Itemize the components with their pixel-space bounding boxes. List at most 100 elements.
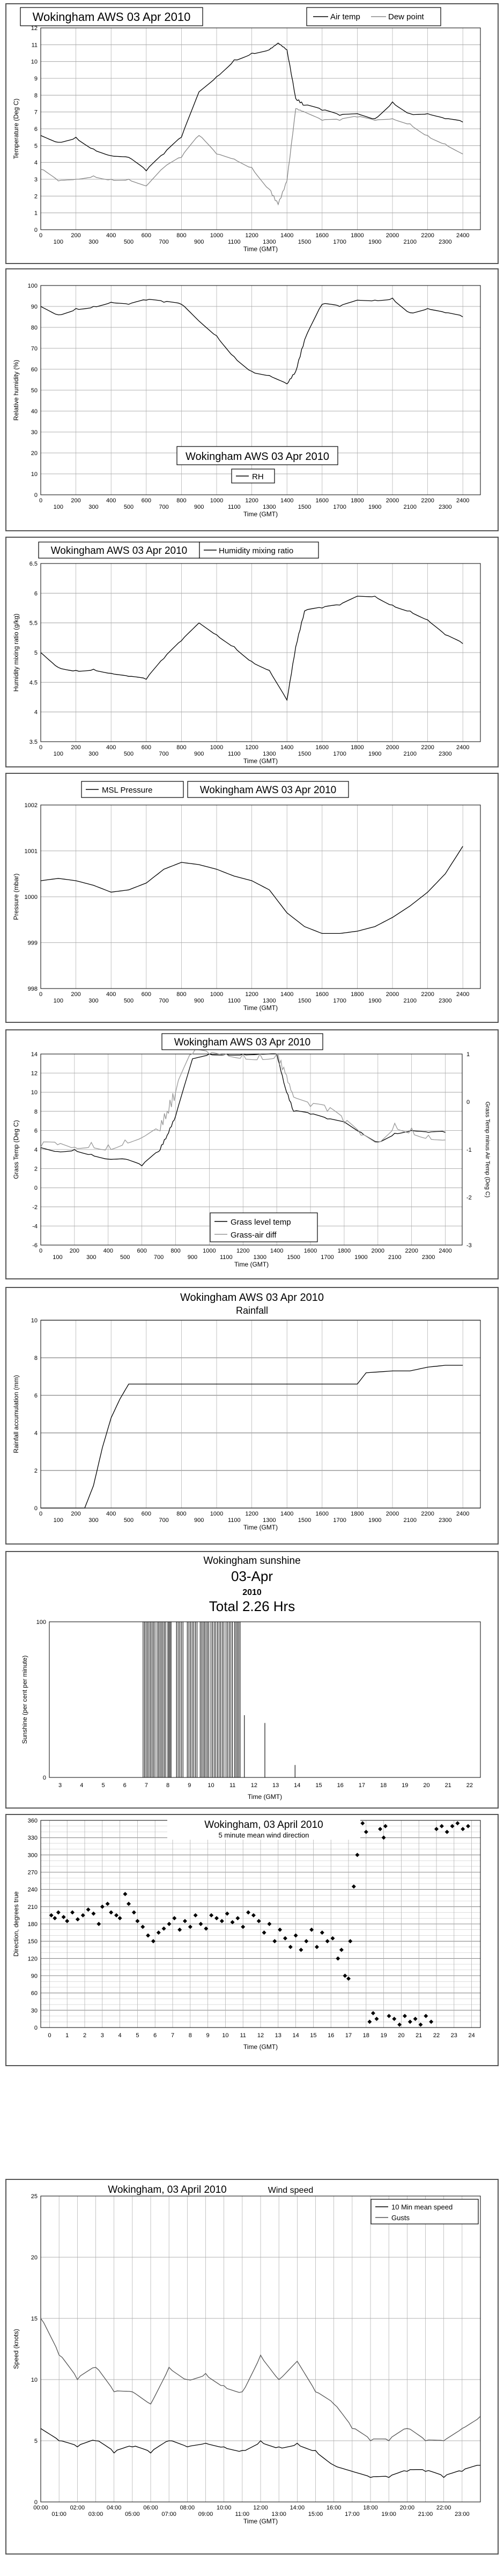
x-tick-label: 19 <box>380 2032 387 2039</box>
sunshine-chart-panel: 0 100 3 4 5 6 7 8 9 10 11 12 13 14 15 16 17 18 19 20 21 22 Tim… <box>5 1551 499 1809</box>
wind-direction-point <box>413 2016 418 2021</box>
x-tick-label: 300 <box>88 504 98 510</box>
x-tick-label: 1600 <box>316 991 329 998</box>
y-axis-label: Sunshine (per cent per minute) <box>21 1656 28 1744</box>
x-tick-label: 13 <box>272 1782 279 1789</box>
wind-direction-point <box>351 1884 356 1889</box>
x-tick-label: 700 <box>159 1517 168 1524</box>
x-tick-label: 20:00 <box>400 2505 415 2511</box>
wind-direction-point <box>360 1821 365 1826</box>
x-tick-label: 200 <box>71 232 80 239</box>
y-right-tick-label: 0 <box>466 1099 470 1106</box>
wind-direction-point <box>219 1919 224 1923</box>
x-axis-label: Time (GMT) <box>243 245 278 253</box>
wind-direction-point <box>283 1936 287 1941</box>
x-tick-label: 800 <box>176 744 186 751</box>
x-tick-label: 1200 <box>245 744 258 751</box>
x-tick-label: 1100 <box>220 1254 233 1261</box>
y-tick-label: 360 <box>28 1818 38 1824</box>
x-tick-label: 2000 <box>372 1248 384 1254</box>
x-tick-label: 1500 <box>298 998 311 1004</box>
wind-direction-point <box>65 1919 70 1923</box>
x-tick-label: 9 <box>188 1782 191 1789</box>
pressure-chart: 998 999 1000 1001 1002 0 200 400 600 800 1000 1200 1… <box>12 781 481 1012</box>
x-tick-label: 2300 <box>439 504 451 510</box>
x-tick-label: 5 <box>101 1782 105 1789</box>
x-tick-label: 1700 <box>333 504 346 510</box>
x-tick-label: 1000 <box>210 991 223 998</box>
chart-title: Wokingham, 03 April 2010 <box>204 1819 323 1831</box>
wind-direction-point <box>151 1939 155 1944</box>
x-tick-label: 1000 <box>210 744 223 751</box>
wind-direction-point <box>123 1892 128 1897</box>
x-tick-label: 1000 <box>210 1511 223 1517</box>
x-tick-label: 5 <box>136 2032 139 2039</box>
wind-direction-point <box>262 1930 266 1935</box>
x-tick-label: 1300 <box>263 504 276 510</box>
y-tick-label: 100 <box>36 1619 46 1626</box>
humidity-chart-panel: 0 10 20 30 40 50 60 70 80 90 100 0 200 400 600 800 1000 1… <box>5 268 499 531</box>
wind-direction-point <box>177 1927 182 1932</box>
wind-direction-point <box>330 1936 335 1941</box>
wind-direction-point <box>53 1916 57 1921</box>
chart-subtitle: Rainfall <box>236 1305 268 1316</box>
x-tick-label: 200 <box>70 1248 79 1254</box>
x-tick-label: 2400 <box>456 744 469 751</box>
y-axis-label: Relative humidity (%) <box>12 360 20 420</box>
x-tick-label: 1900 <box>368 751 381 757</box>
y-tick-label: 90 <box>31 1973 38 1980</box>
x-tick-label: 1900 <box>368 504 381 510</box>
x-tick-label: 1900 <box>368 998 381 1004</box>
x-tick-label: 2200 <box>405 1248 418 1254</box>
x-tick-label: 01:00 <box>51 2511 66 2518</box>
x-tick-label: 600 <box>142 744 151 751</box>
y-tick-label: 9 <box>34 76 38 82</box>
y-axis-label: Temperature (Deg C) <box>12 99 20 159</box>
y-tick-label: 1000 <box>25 894 38 901</box>
legend-label-rh: RH <box>252 472 264 481</box>
x-tick-label: 2000 <box>386 744 399 751</box>
wind-direction-point <box>100 1904 105 1909</box>
x-tick-label: 1400 <box>280 1511 293 1517</box>
wind-direction-point <box>444 1829 449 1834</box>
x-tick-label: 1700 <box>333 1517 346 1524</box>
x-tick-label: 600 <box>142 991 151 998</box>
x-tick-label: 6 <box>153 2032 157 2039</box>
x-tick-label: 1400 <box>280 232 293 239</box>
series-line-air-temp <box>40 42 463 172</box>
x-tick-label: 15 <box>315 1782 322 1789</box>
wind-direction-point <box>309 1927 314 1932</box>
wind-direction-point <box>56 1910 61 1915</box>
wind-direction-point <box>140 1924 145 1929</box>
x-axis-label: Time (GMT) <box>243 1524 278 1531</box>
y-tick-label: 10 <box>31 59 38 65</box>
temperature-chart-panel: 0 1 2 3 4 5 6 7 8 9 10 11 12 0 200 400 600 800 1000 1200 140… <box>5 3 499 264</box>
y-right-tick-label: 1 <box>466 1051 470 1058</box>
x-tick-label: 16 <box>337 1782 344 1789</box>
chart-title-box <box>38 541 200 559</box>
wind-direction-point <box>381 1835 386 1840</box>
y-tick-label: 8 <box>34 92 38 99</box>
x-tick-label: 1500 <box>298 239 311 245</box>
y-tick-label: 8 <box>34 1109 38 1115</box>
legend-label-grass-air-diff: Grass-air diff <box>231 1231 277 1240</box>
y-tick-label: 210 <box>28 1904 38 1911</box>
x-tick-label: 1500 <box>287 1254 300 1261</box>
x-tick-label: 08:00 <box>180 2505 195 2511</box>
x-tick-label: 500 <box>124 1517 134 1524</box>
wind-direction-point <box>378 1827 383 1832</box>
wind-direction-point <box>407 2019 412 2024</box>
x-tick-label: 10:00 <box>217 2505 232 2511</box>
legend-box <box>210 1212 318 1242</box>
x-tick-label: 00:00 <box>33 2505 48 2511</box>
y-tick-label: 20 <box>31 2255 38 2261</box>
x-tick-label: 2200 <box>421 991 434 998</box>
x-tick-label: 11 <box>229 1782 235 1789</box>
x-tick-label: 24 <box>468 2032 475 2039</box>
wind-direction-point <box>246 1910 251 1915</box>
x-tick-label: 0 <box>39 991 42 998</box>
chart-title: Wokingham, 03 April 2010 <box>108 2184 226 2196</box>
